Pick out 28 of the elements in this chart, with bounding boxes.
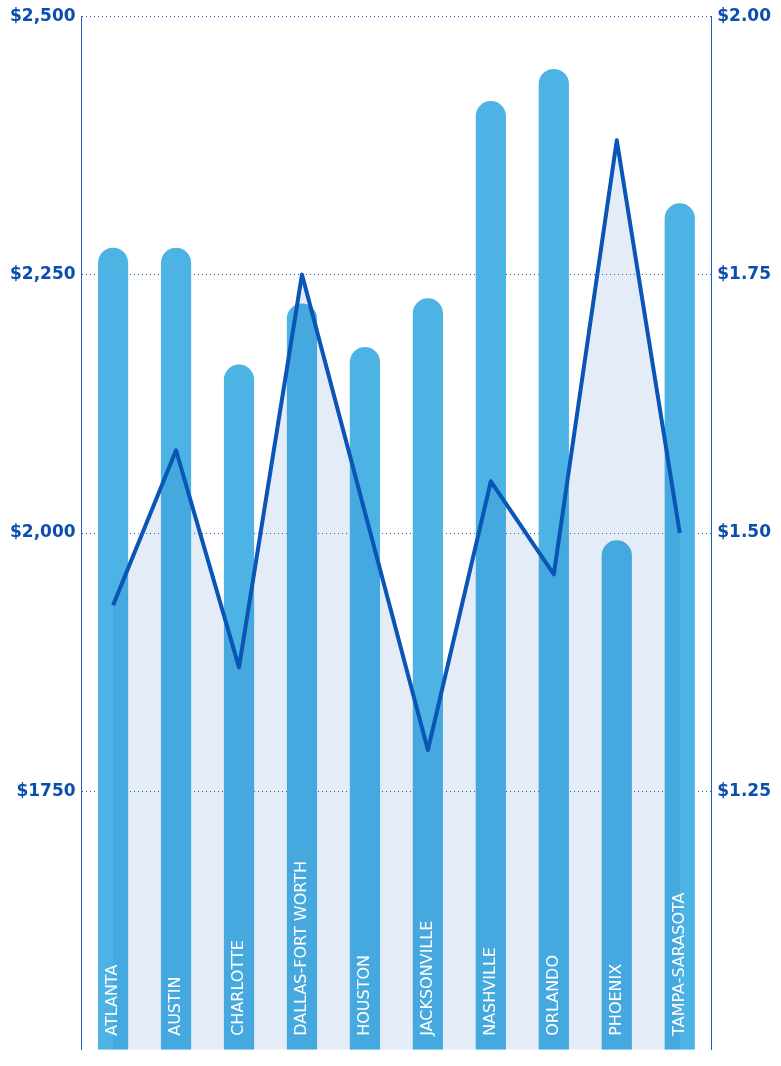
- x-tick-label: TAMPA-SARASOTA: [668, 892, 688, 1037]
- y-tick-label: $2,000: [9, 521, 76, 542]
- x-tick-label: AUSTIN: [165, 976, 185, 1036]
- bar: [286, 303, 318, 1050]
- y2-tick-label: $2.00: [717, 4, 772, 25]
- y2-tick-label: $1.25: [717, 779, 772, 800]
- x-tick-label: ATLANTA: [102, 964, 122, 1036]
- bar: [601, 540, 632, 1050]
- bar: [475, 100, 506, 1050]
- x-tick-label: DALLAS-FORT WORTH: [291, 860, 311, 1036]
- bar: [97, 247, 129, 1050]
- x-tick-label: PHOENIX: [605, 963, 625, 1036]
- bar: [664, 203, 695, 1050]
- y-tick-label: $1750: [16, 779, 76, 800]
- y-tick-label: $2,500: [9, 4, 76, 25]
- x-tick-label: NASHVILLE: [480, 947, 500, 1036]
- bar: [349, 346, 381, 1050]
- x-tick-label: CHARLOTTE: [228, 940, 248, 1036]
- y2-tick-label: $1.75: [717, 263, 772, 284]
- bar: [412, 298, 444, 1050]
- x-tick-label: ORLANDO: [542, 954, 562, 1036]
- bar: [223, 364, 255, 1050]
- x-tick-label: HOUSTON: [354, 954, 374, 1036]
- bar: [160, 247, 192, 1050]
- y-tick-label: $2,250: [9, 263, 76, 284]
- bar: [538, 68, 569, 1050]
- x-tick-label: JACKSONVILLE: [417, 920, 437, 1037]
- y2-tick-label: $1.50: [717, 521, 772, 542]
